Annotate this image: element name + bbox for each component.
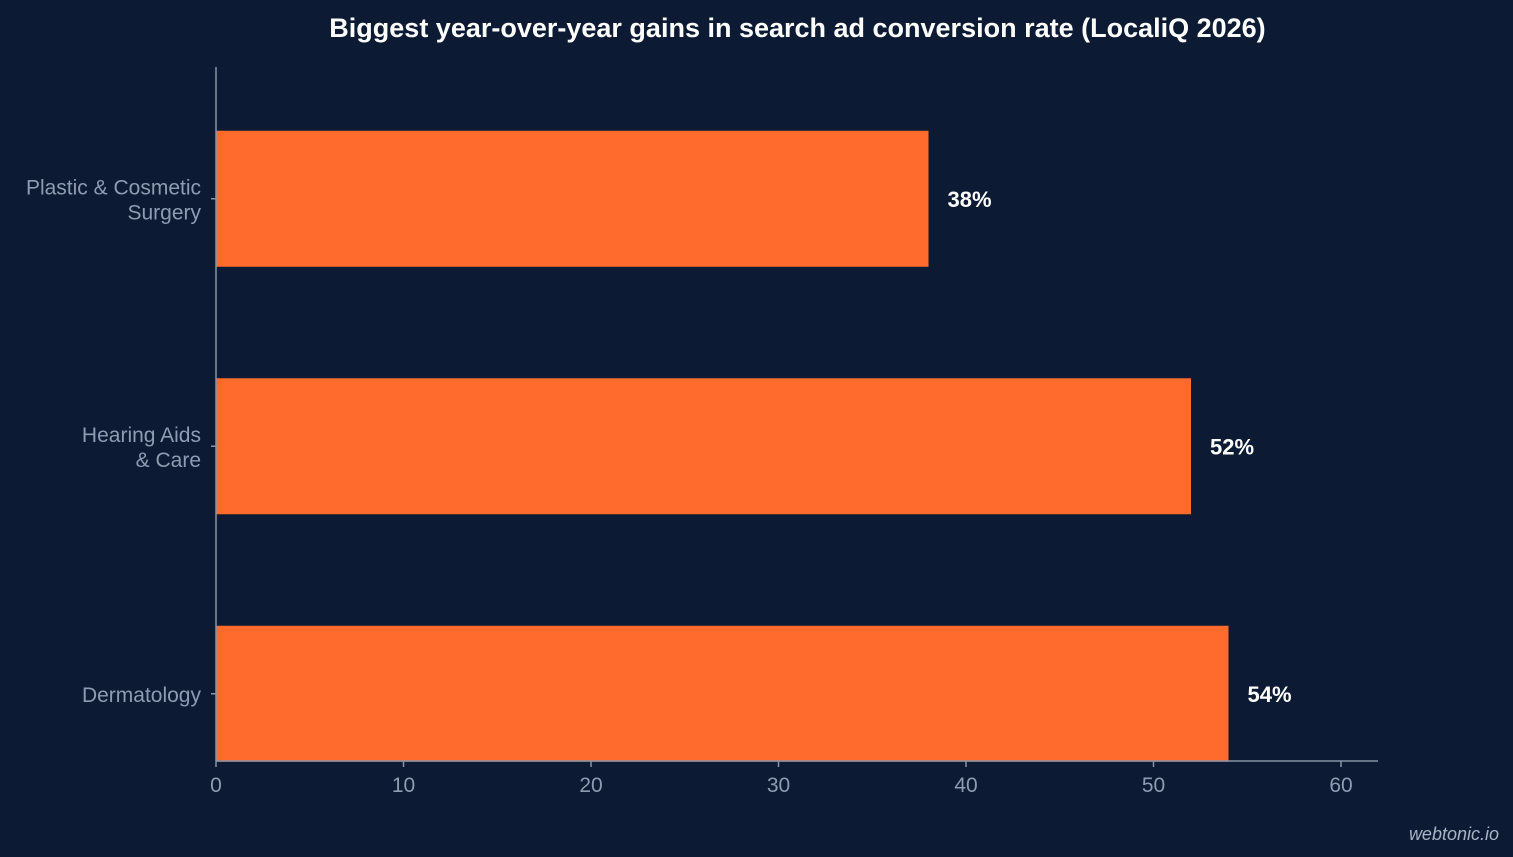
category-label-2-0: Dermatology	[82, 684, 202, 707]
category-label-0-0: Plastic & Cosmetic	[26, 176, 201, 199]
x-tick-label-5: 50	[1142, 774, 1165, 797]
watermark: webtonic.io	[1408, 824, 1499, 844]
category-label-0-1: Surgery	[127, 201, 201, 224]
x-tick-label-2: 20	[579, 774, 602, 797]
bar-1	[216, 378, 1191, 515]
chart-title: Biggest year-over-year gains in search a…	[329, 13, 1266, 43]
data-label-1: 52%	[1210, 434, 1254, 459]
bar-0	[216, 130, 929, 267]
category-label-1-1: & Care	[136, 449, 201, 472]
x-tick-label-4: 40	[954, 774, 977, 797]
x-tick-label-3: 30	[767, 774, 790, 797]
x-tick-label-6: 60	[1329, 774, 1352, 797]
x-tick-label-0: 0	[210, 774, 222, 797]
bars-group	[216, 130, 1229, 762]
category-label-1-0: Hearing Aids	[82, 424, 201, 447]
x-axis-ticks-group: 0 10 20 30 40 50 60	[210, 198, 1353, 797]
data-label-0: 38%	[948, 187, 992, 212]
bar-2	[216, 625, 1229, 762]
data-labels-group: 38% 52% 54%	[948, 187, 1292, 707]
x-tick-label-1: 10	[392, 774, 415, 797]
data-label-2: 54%	[1248, 682, 1292, 707]
